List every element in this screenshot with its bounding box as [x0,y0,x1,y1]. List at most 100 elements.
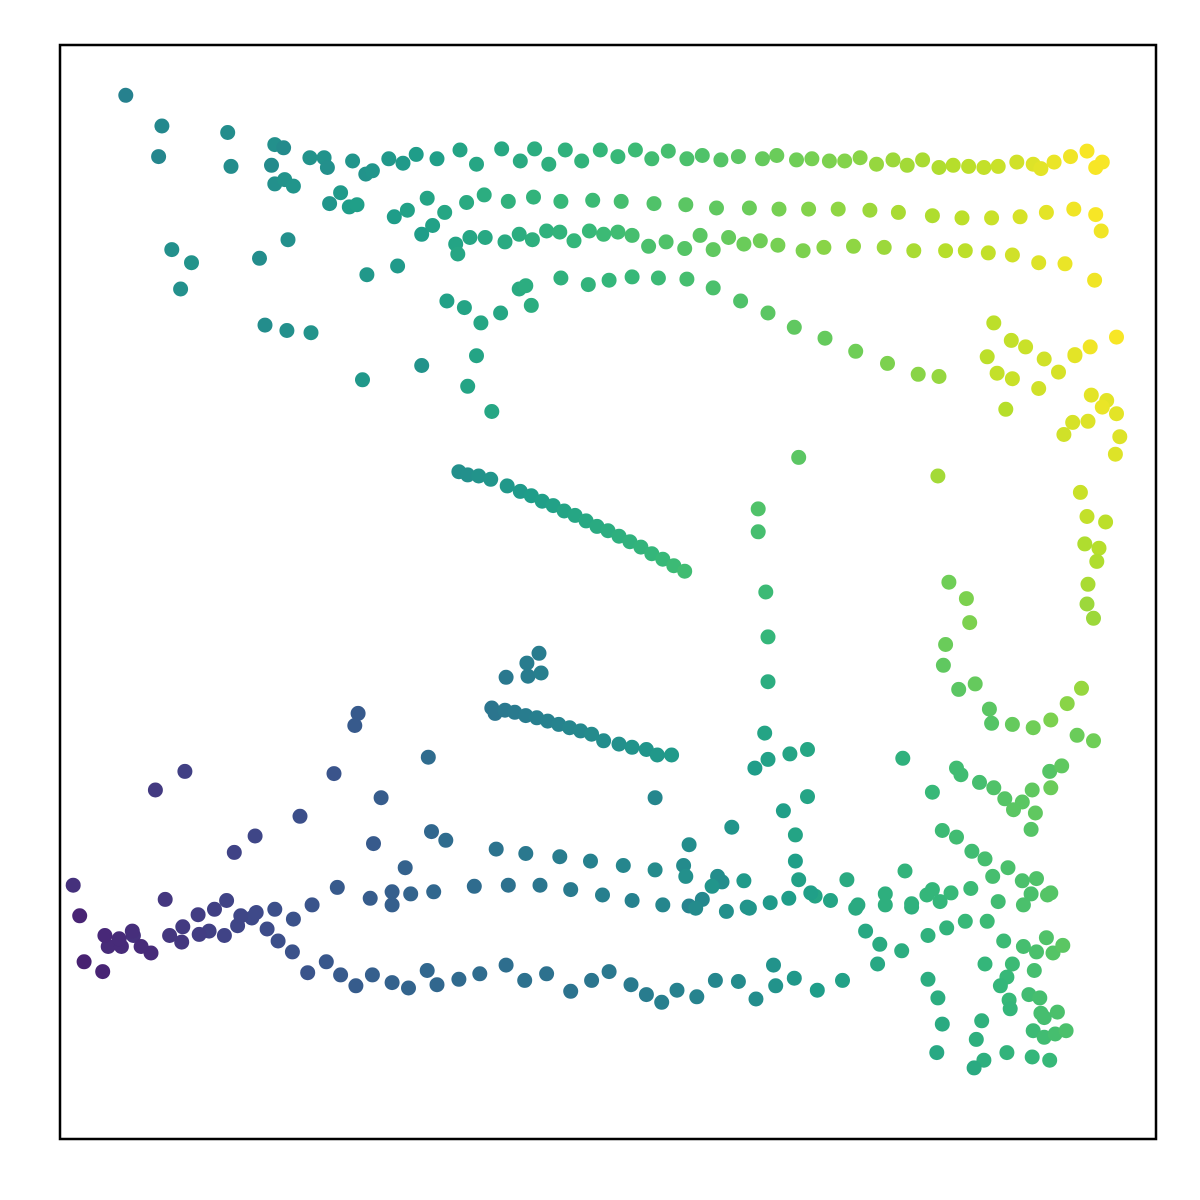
scatter-point [302,150,318,166]
scatter-point [1098,514,1114,530]
scatter-point [552,224,568,240]
scatter-point [789,152,804,168]
scatter-point [592,142,608,158]
scatter-point [580,277,596,293]
scatter-point [835,972,850,988]
scatter-point [452,142,468,158]
scatter-point [1025,1023,1041,1039]
scatter-point [1086,610,1101,626]
scatter-point [801,201,817,217]
scatter-point [456,300,472,316]
scatter-point [984,715,1000,731]
scatter-point [1112,429,1128,445]
scatter-point [1079,509,1095,524]
scatter-point [65,877,81,893]
scatter-point [1004,247,1020,263]
scatter-point [484,404,500,419]
scatter-point [996,933,1012,949]
scatter-point [460,378,476,394]
scatter-point [931,369,947,384]
scatter-point [967,676,983,692]
scatter-point [941,574,957,590]
scatter-point [348,978,364,994]
scatter-point [992,978,1008,994]
scatter-point [760,629,776,645]
scatter-point [1074,680,1089,696]
scatter-point [809,982,825,998]
scatter-point [787,853,803,869]
scatter-point [1109,329,1124,345]
scatter-point [766,957,781,973]
scatter-point [1029,871,1044,887]
scatter-point [533,665,549,681]
scatter-point [574,153,590,169]
scatter-point [111,931,127,947]
scatter-point [267,901,283,917]
scatter-point [974,1013,990,1029]
scatter-point [252,250,267,266]
scatter-point [526,189,541,205]
scatter-point [381,151,397,167]
scatter-point [804,151,820,167]
scatter-point [1038,204,1054,220]
scatter-point [906,243,922,259]
scatter-point [748,991,764,1007]
scatter-point [981,701,997,717]
scatter-point [1059,696,1075,712]
scatter-point [362,890,378,906]
scatter-point [1033,1005,1049,1021]
scatter-point [760,674,776,690]
scatter-point [752,233,768,249]
scatter-point [688,900,704,916]
scatter-point [894,943,910,959]
scatter-point [518,846,534,861]
scatter-point [601,272,617,288]
scatter-point [877,886,893,902]
scatter-point [147,782,163,798]
scatter-point [424,824,439,840]
scatter-point [839,872,855,888]
scatter-point [157,891,173,907]
scatter-point [1003,332,1019,348]
scatter-point [647,790,663,806]
scatter-point [539,966,555,982]
scatter-point [124,923,140,939]
scatter-point [399,202,415,218]
scatter-point [986,315,1002,331]
scatter-point [1031,381,1047,396]
scatter-point [920,971,936,987]
scatter-point [786,970,802,986]
scatter-point [658,234,674,250]
scatter-point [624,739,640,755]
scatter-point [207,901,222,917]
scatter-point [162,928,178,943]
scatter-point [601,964,617,980]
scatter-point [610,149,626,165]
scatter-point [438,832,454,848]
scatter-point [979,913,995,929]
scatter-point [596,733,612,749]
scatter-point [498,669,514,685]
scatter-point [184,255,199,271]
scatter-point [904,896,920,912]
scatter-point [977,956,993,972]
scatter-point [518,278,534,294]
scatter-point [349,197,365,213]
scatter-point [877,897,893,913]
scatter-point [498,957,514,973]
scatter-point [488,841,504,857]
scatter-point [930,990,946,1006]
scatter-point [769,148,785,163]
scatter-point [499,478,515,494]
scatter-point [1069,727,1085,743]
scatter-point [760,305,776,321]
scatter-point [133,939,149,954]
scatter-point [553,193,569,209]
scatter-point [553,270,569,286]
scatter-point [395,155,411,171]
scatter-point [705,280,721,296]
scatter-point [830,201,846,217]
scatter-point [957,913,973,929]
scatter-point [264,157,279,173]
scatter-point [730,149,746,165]
